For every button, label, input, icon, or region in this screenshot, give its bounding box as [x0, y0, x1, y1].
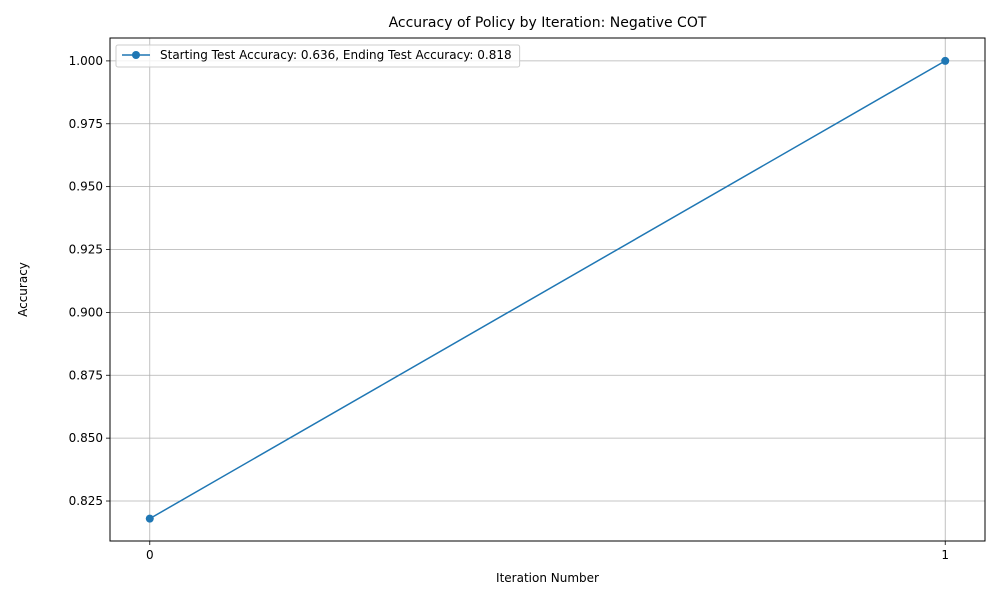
data-point [145, 514, 154, 523]
y-axis-label: Accuracy [16, 262, 30, 317]
x-tick-label: 1 [941, 548, 949, 562]
legend: Starting Test Accuracy: 0.636, Ending Te… [115, 44, 521, 68]
y-tick-label: 0.875 [69, 368, 103, 382]
plot-frame [109, 37, 986, 542]
y-tick-label: 0.975 [69, 117, 103, 131]
data-series [145, 56, 950, 523]
axis-ticks: 0 1 0.825 0.850 0.875 0.900 0.925 0.950 0.975 1.0… [69, 54, 949, 562]
y-tick-label: 1.000 [69, 54, 103, 68]
x-axis-label: Iteration Number [496, 571, 599, 585]
legend-entry-label: Starting Test Accuracy: 0.636, Ending Te… [160, 48, 512, 62]
x-tick-label: 0 [146, 548, 154, 562]
chart-title: Accuracy of Policy by Iteration: Negativ… [389, 15, 707, 31]
legend-box [115, 44, 521, 68]
grid-lines [110, 38, 985, 541]
data-point [941, 56, 950, 65]
series-line [149, 60, 946, 520]
y-tick-label: 0.825 [69, 494, 103, 508]
y-tick-label: 0.850 [69, 431, 103, 445]
y-tick-label: 0.950 [69, 180, 103, 194]
y-tick-label: 0.900 [69, 305, 103, 319]
y-tick-label: 0.925 [69, 243, 103, 257]
legend-marker-icon [132, 51, 140, 59]
